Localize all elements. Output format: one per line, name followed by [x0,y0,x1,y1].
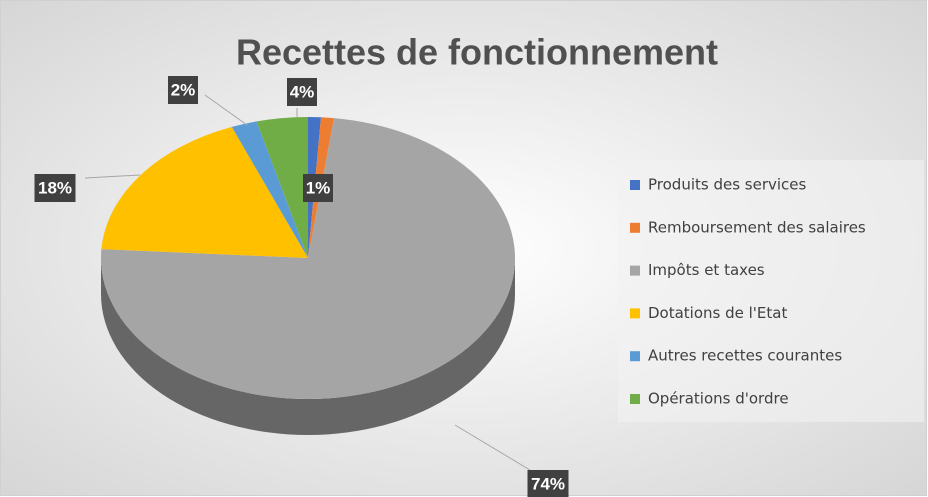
legend-swatch [630,351,640,362]
pie-side [101,258,515,435]
chart-title: Recettes de fonctionnement [236,32,718,73]
legend-swatch [630,222,640,233]
data-label: 1% [306,178,331,197]
data-label: 74% [531,474,565,493]
legend-swatch [630,308,640,319]
pie-slice [231,121,308,258]
data-label-box [303,174,333,202]
leader-line [204,94,248,126]
leader-line [84,174,141,179]
leader-line [454,424,531,471]
pie-slice [256,117,308,258]
legend-label: Produits des services [648,176,807,194]
data-label-box [527,470,569,497]
legend-swatch [630,394,640,404]
data-label: 4% [290,82,315,101]
pie-slice [101,118,516,400]
legend-swatch [630,265,640,276]
pie-slice [101,126,308,258]
data-label-box [34,174,76,202]
data-label: 18% [38,178,72,197]
legend-background [618,160,924,422]
data-label-box [287,78,317,106]
legend-label: Dotations de l'Etat [648,304,787,322]
data-label-box [168,76,198,104]
legend-swatch [630,180,640,190]
legend-label: Autres recettes courantes [648,347,842,365]
legend-label: Opérations d'ordre [648,390,789,408]
data-label: 2% [171,80,196,99]
legend-label: Remboursement des salaires [648,218,866,236]
legend-label: Impôts et taxes [648,261,765,279]
